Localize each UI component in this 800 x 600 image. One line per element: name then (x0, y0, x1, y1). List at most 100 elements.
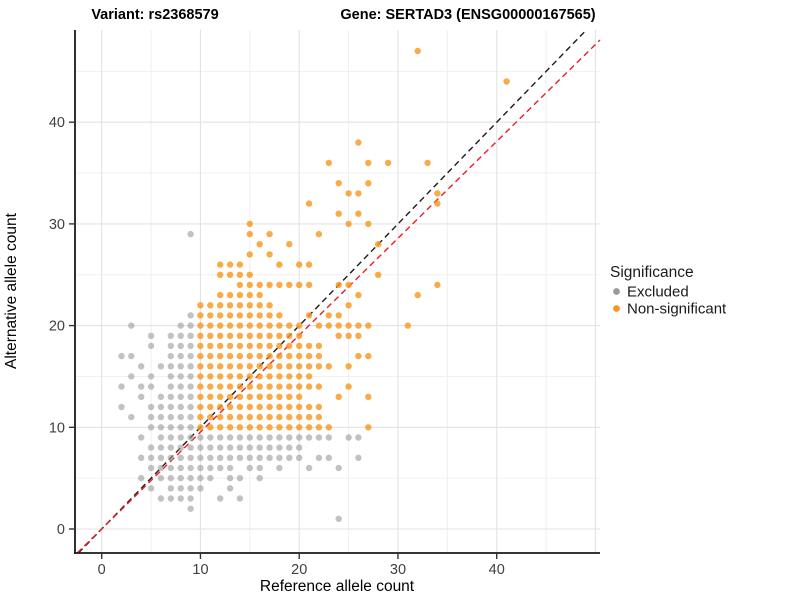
data-point-non-significant (246, 332, 253, 339)
data-point-non-significant (207, 302, 214, 309)
data-point-non-significant (305, 413, 313, 421)
data-point-excluded (246, 444, 253, 451)
data-point-non-significant (226, 413, 234, 421)
y-tick-label: 10 (49, 420, 65, 436)
data-point-non-significant (286, 383, 293, 390)
data-point-excluded (177, 363, 184, 370)
data-point-non-significant (276, 413, 283, 421)
legend-swatch-excluded (613, 288, 620, 295)
data-point-non-significant (286, 352, 293, 360)
data-point-non-significant (197, 424, 204, 431)
data-point-non-significant (286, 373, 293, 380)
data-point-non-significant (345, 281, 352, 289)
data-point-excluded (167, 383, 174, 390)
data-point-non-significant (355, 291, 362, 299)
data-point-non-significant (276, 281, 283, 289)
data-point-non-significant (207, 383, 214, 390)
data-point-excluded (147, 454, 155, 461)
data-point-excluded (217, 444, 224, 451)
data-point-excluded (167, 352, 174, 360)
data-point-non-significant (256, 342, 263, 350)
data-point-excluded (276, 434, 283, 441)
data-point-non-significant (266, 352, 273, 360)
data-point-non-significant (207, 393, 214, 400)
data-point-non-significant (296, 424, 303, 431)
data-point-non-significant (345, 363, 352, 370)
data-point-excluded (157, 474, 165, 482)
data-point-excluded (197, 474, 204, 482)
data-point-excluded (207, 474, 214, 482)
data-point-non-significant (217, 342, 224, 350)
data-point-non-significant (345, 322, 352, 329)
data-point-excluded (187, 454, 194, 461)
data-point-non-significant (217, 332, 224, 339)
gene-title: Gene: SERTAD3 (ENSG00000167565) (340, 7, 595, 23)
data-point-non-significant (226, 342, 234, 350)
data-point-excluded (187, 403, 194, 411)
data-point-non-significant (384, 159, 392, 167)
data-point-non-significant (305, 261, 313, 268)
x-tick-label: 30 (390, 562, 406, 578)
data-point-excluded (157, 495, 165, 502)
data-point-non-significant (305, 281, 313, 289)
data-point-excluded (177, 434, 184, 441)
data-point-excluded (167, 454, 174, 461)
y-tick-label: 30 (49, 217, 65, 233)
axes (74, 30, 600, 554)
data-point-non-significant (226, 383, 234, 390)
data-point-non-significant (236, 281, 244, 289)
data-point-non-significant (335, 180, 342, 187)
data-point-excluded (167, 413, 174, 421)
data-point-non-significant (286, 393, 293, 400)
data-point-excluded (217, 464, 224, 472)
data-point-excluded (147, 485, 155, 492)
data-point-non-significant (246, 413, 253, 421)
data-point-non-significant (197, 393, 204, 400)
tick-labels: 0 10 20 30 40 0 10 20 30 40 (49, 115, 505, 578)
data-point-non-significant (207, 424, 214, 431)
data-point-non-significant (226, 322, 234, 329)
data-point-excluded (226, 464, 234, 472)
data-point-non-significant (236, 383, 244, 390)
data-point-excluded (187, 434, 194, 441)
data-point-non-significant (305, 363, 313, 370)
data-point-non-significant (256, 312, 263, 319)
data-point-non-significant (256, 393, 263, 400)
data-point-non-significant (197, 403, 204, 411)
data-point-excluded (256, 444, 263, 451)
x-tick-label: 40 (489, 562, 505, 578)
data-point-non-significant (197, 373, 204, 380)
data-point-excluded (286, 434, 293, 441)
data-point-non-significant (296, 261, 303, 268)
data-point-excluded (345, 434, 352, 441)
data-point-non-significant (276, 393, 283, 400)
data-point-non-significant (236, 413, 244, 421)
data-point-non-significant (434, 200, 441, 207)
y-tick-label: 40 (49, 115, 65, 131)
data-point-non-significant (266, 322, 273, 329)
data-point-excluded (157, 424, 165, 431)
data-point-excluded (335, 464, 342, 472)
data-point-non-significant (207, 403, 214, 411)
gridlines-minor (75, 30, 600, 553)
data-point-non-significant (197, 352, 204, 360)
data-point-non-significant (256, 363, 263, 370)
data-point-excluded (266, 434, 273, 441)
data-point-non-significant (305, 403, 313, 411)
data-point-non-significant (226, 352, 234, 360)
data-point-non-significant (236, 322, 244, 329)
data-point-non-significant (197, 342, 204, 350)
data-point-non-significant (305, 373, 313, 380)
data-point-non-significant (266, 383, 273, 390)
data-point-excluded (207, 444, 214, 451)
data-point-non-significant (266, 332, 273, 339)
data-point-non-significant (305, 352, 313, 360)
data-point-excluded (187, 474, 194, 482)
data-point-non-significant (266, 230, 273, 238)
data-point-excluded (305, 464, 313, 472)
scatter-points (118, 47, 510, 522)
data-point-non-significant (246, 424, 253, 431)
data-point-excluded (187, 485, 194, 492)
data-point-excluded (157, 464, 165, 472)
